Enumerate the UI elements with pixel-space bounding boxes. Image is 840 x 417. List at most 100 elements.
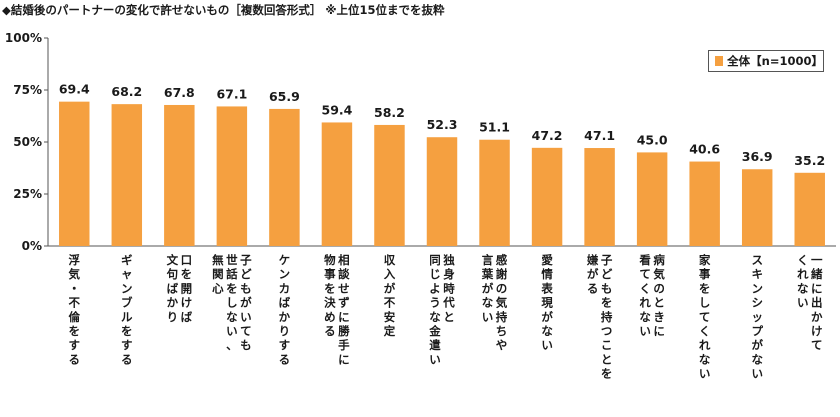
category-char: 相: [338, 253, 350, 267]
category-char: て: [811, 338, 823, 352]
category-char: い: [240, 310, 252, 324]
category-label: ギャンブルをする: [121, 253, 133, 366]
category-char: シ: [751, 296, 763, 310]
data-label: 67.8: [164, 85, 195, 100]
category-char: 金: [428, 324, 441, 338]
legend: 全体【n=1000】: [708, 50, 824, 72]
category-label: くれない: [797, 253, 809, 310]
category-label: 同じような金遣い: [428, 253, 441, 366]
data-label: 65.9: [269, 89, 300, 104]
category-char: が: [751, 338, 763, 352]
category-char: ッ: [751, 310, 763, 324]
category-char: の: [653, 281, 665, 295]
bar[interactable]: [584, 148, 615, 246]
category-char: 開: [181, 281, 193, 295]
category-char: か: [811, 310, 823, 324]
category-char: 情: [540, 267, 553, 281]
bar[interactable]: [59, 101, 90, 246]
category-char: を: [69, 324, 81, 338]
category-char: を: [324, 281, 336, 295]
category-char: 気: [653, 267, 665, 281]
category-char: ギ: [121, 253, 133, 267]
category-char: 物: [324, 253, 336, 267]
bar[interactable]: [321, 122, 353, 246]
category-char: も: [240, 338, 252, 352]
category-char: す: [69, 338, 81, 352]
category-char: プ: [751, 324, 763, 338]
category-char: ン: [121, 281, 133, 295]
category-char: ケ: [279, 253, 291, 267]
category-char: い: [226, 324, 238, 338]
category-label: 子どもを持つことを: [601, 253, 613, 381]
bar[interactable]: [216, 106, 248, 246]
bar[interactable]: [689, 161, 720, 246]
category-char: 感: [496, 253, 508, 267]
bar[interactable]: [794, 172, 825, 246]
category-char: を: [601, 296, 613, 310]
category-char: 代: [442, 296, 455, 310]
category-char: し: [699, 296, 711, 310]
bar[interactable]: [269, 108, 300, 246]
category-char: に: [338, 310, 350, 324]
category-char: す: [121, 338, 133, 352]
category-char: い: [751, 367, 763, 381]
category-char: 手: [338, 338, 350, 352]
category-char: 言: [482, 253, 494, 267]
category-char: 同: [429, 253, 441, 267]
bar[interactable]: [164, 104, 195, 246]
bar[interactable]: [479, 139, 510, 246]
category-char: ば: [181, 310, 193, 324]
category-char: け: [181, 296, 193, 310]
category-char: や: [496, 338, 508, 352]
category-char: に: [338, 352, 350, 366]
category-label: 浮気・不倫をする: [69, 253, 81, 366]
category-char: つ: [601, 324, 613, 338]
category-char: を: [181, 267, 193, 281]
data-label: 36.9: [742, 149, 773, 164]
data-label: 40.6: [689, 142, 720, 157]
category-char: ル: [121, 310, 133, 324]
bar[interactable]: [111, 104, 143, 246]
category-char: き: [653, 310, 665, 324]
category-char: か: [167, 296, 179, 310]
category-char: ブ: [121, 296, 133, 310]
category-char: 心: [212, 281, 224, 295]
category-char: 決: [324, 296, 336, 310]
category-char: と: [443, 310, 455, 324]
bar[interactable]: [531, 147, 563, 246]
category-char: な: [226, 310, 238, 324]
category-char: が: [541, 310, 553, 324]
bar[interactable]: [636, 152, 668, 246]
category-label: ケンカばかりする: [279, 253, 291, 366]
category-char: 独: [443, 253, 455, 267]
data-label: 68.2: [111, 84, 142, 99]
category-char: ・: [69, 281, 81, 295]
category-char: じ: [429, 267, 441, 281]
data-label: 35.2: [794, 153, 825, 168]
category-char: を: [601, 367, 613, 381]
y-tick-label: 50%: [13, 135, 42, 149]
category-char: 時: [443, 281, 455, 295]
category-char: 謝: [496, 267, 508, 281]
category-char: 不: [69, 296, 81, 310]
category-char: 愛: [541, 253, 553, 267]
category-char: れ: [699, 338, 711, 352]
bar[interactable]: [741, 169, 773, 246]
bar[interactable]: [426, 137, 458, 246]
category-char: 現: [541, 296, 553, 310]
category-char: 身: [443, 267, 455, 281]
category-char: 気: [496, 296, 508, 310]
category-char: い: [541, 338, 553, 352]
category-char: 子: [240, 253, 252, 267]
category-char: 口: [181, 253, 193, 267]
category-char: 一: [811, 253, 823, 267]
bar[interactable]: [374, 124, 405, 246]
category-char: に: [653, 324, 665, 338]
category-char: て: [639, 267, 651, 281]
y-tick-label: 100%: [5, 31, 42, 45]
category-char: 持: [601, 310, 613, 324]
category-label: 独身時代と: [442, 253, 455, 324]
data-label: 59.4: [322, 102, 353, 117]
data-label: 52.3: [427, 117, 458, 132]
